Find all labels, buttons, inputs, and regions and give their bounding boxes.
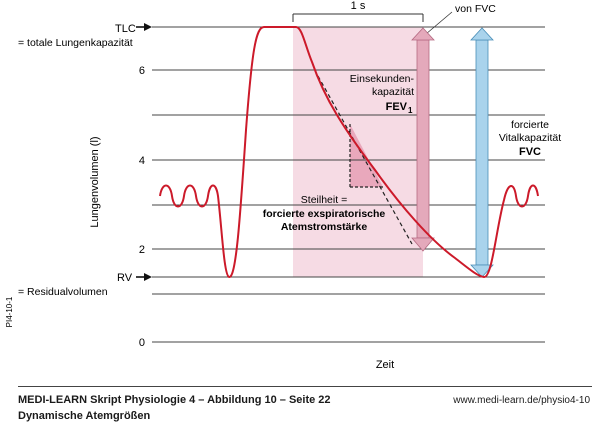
- footer-rule: [18, 386, 592, 387]
- fev1-subscript: 1: [408, 106, 413, 115]
- fvc-arrow: [470, 27, 494, 278]
- von-fvc-label: von FVC: [455, 3, 496, 15]
- footer-url: www.medi-learn.de/physio4-10: [453, 395, 590, 406]
- fev1-abbr: FEV: [386, 101, 408, 113]
- y-tick-4: 4: [139, 155, 145, 167]
- y-tick-2: 2: [139, 244, 145, 256]
- one-second-label: 1 s: [351, 0, 366, 12]
- footer-subtitle: Dynamische Atemgrößen: [18, 410, 151, 422]
- fev1-arrow: [411, 27, 435, 252]
- footer-title: MEDI-LEARN Skript Physiologie 4 – Abbild…: [18, 394, 331, 406]
- y-tick-0: 0: [139, 337, 145, 349]
- rv-label: RV: [117, 272, 133, 284]
- fvc-text-line1: forcierte: [511, 119, 549, 131]
- rv-arrow: [136, 273, 152, 281]
- slope-text-line2: forcierte exspiratorische: [263, 208, 386, 220]
- fvc-abbr: FVC: [519, 146, 541, 158]
- rv-description: = Residualvolumen: [18, 286, 108, 298]
- volume-curve: [159, 26, 539, 279]
- tlc-label: TLC: [115, 23, 136, 35]
- tlc-arrow: [136, 23, 152, 31]
- slope-text-line1: Steilheit =: [301, 194, 347, 206]
- slope-text-line3: Atemstromstärke: [281, 221, 368, 233]
- tlc-description: = totale Lungenkapazität: [18, 37, 133, 49]
- fvc-text-line2: Vitalkapazität: [499, 132, 561, 144]
- fev1-text-line2: kapazität: [372, 86, 414, 98]
- y-axis-title: Lungenvolumen (l): [89, 136, 101, 227]
- y-tick-6: 6: [139, 65, 145, 77]
- one-second-bracket: [292, 13, 424, 22]
- von-fvc-leader: [425, 11, 453, 35]
- x-axis-title: Zeit: [376, 359, 394, 371]
- figure-id: PI4-10-1: [5, 296, 14, 327]
- fev1-text-line1: Einsekunden-: [350, 73, 415, 85]
